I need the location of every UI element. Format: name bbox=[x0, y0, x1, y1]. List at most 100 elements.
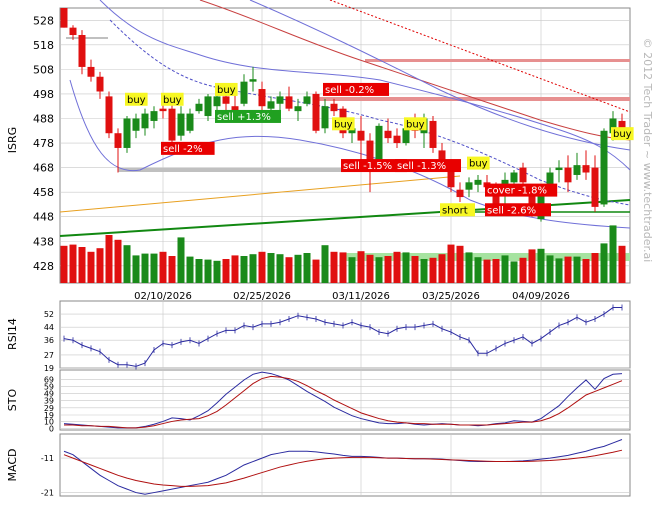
volume-bar bbox=[384, 256, 392, 283]
price-tick-label: 528 bbox=[33, 14, 54, 27]
volume-bar bbox=[249, 254, 257, 283]
volume-bar bbox=[429, 257, 437, 283]
volume-bar bbox=[105, 235, 113, 283]
candle-body bbox=[447, 167, 455, 188]
rsi-tick-label: 27 bbox=[44, 351, 54, 360]
volume-bar bbox=[483, 259, 491, 283]
sto-tick-label: 0 bbox=[49, 425, 54, 434]
moving-average-dashed bbox=[109, 19, 631, 206]
candle-body bbox=[177, 113, 185, 136]
buy-signal-box bbox=[215, 82, 238, 96]
candle-body bbox=[384, 130, 392, 139]
buy-signal-label: buy bbox=[217, 85, 236, 96]
candle-body bbox=[582, 165, 590, 173]
volume-bar bbox=[474, 257, 482, 283]
candle-body bbox=[402, 128, 410, 144]
price-tick-label: 518 bbox=[33, 39, 54, 52]
sell-signal-box bbox=[323, 82, 389, 96]
x-tick-label: 03/25/2026 bbox=[422, 291, 480, 302]
resistance-band-497 bbox=[318, 97, 630, 101]
gray-level-line bbox=[118, 168, 448, 172]
candle-body bbox=[456, 189, 464, 198]
buy-signal-box bbox=[404, 117, 427, 131]
sto-tick-label: 69 bbox=[44, 375, 54, 384]
sto-tick-label: 29 bbox=[44, 404, 54, 413]
volume-bar bbox=[447, 244, 455, 283]
volume-bar bbox=[294, 254, 302, 283]
candle-body bbox=[357, 130, 365, 141]
volume-bar bbox=[600, 243, 608, 283]
candle-body bbox=[249, 79, 257, 82]
volume-bar bbox=[231, 255, 239, 283]
buy-signal-label: buy bbox=[334, 119, 353, 130]
sell-signal-label: sell -1.5% bbox=[343, 161, 392, 172]
volume-bar bbox=[141, 253, 149, 283]
macd-tick-label: -21 bbox=[41, 489, 54, 498]
candle-body bbox=[114, 133, 122, 148]
macd-panel-frame bbox=[59, 433, 631, 497]
rsi-tick-label: 52 bbox=[44, 310, 54, 319]
macd-series-line bbox=[63, 439, 623, 495]
volume-bar bbox=[87, 251, 95, 283]
volume-bar bbox=[438, 254, 446, 283]
candle-body bbox=[591, 167, 599, 207]
sell-signal-label: cover -1.8% bbox=[487, 186, 547, 197]
candle-body bbox=[510, 172, 518, 183]
volume-bar bbox=[159, 251, 167, 283]
candle-body bbox=[519, 167, 527, 183]
candle-body bbox=[465, 182, 473, 190]
resistance-band-512 bbox=[365, 59, 630, 62]
candle-body bbox=[564, 167, 572, 183]
x-tick-label: 02/10/2026 bbox=[134, 291, 192, 302]
x-axis-ticks: 02/10/2026 02/25/2026 03/11/2026 03/25/2026… bbox=[134, 291, 570, 302]
candle-body bbox=[78, 35, 86, 67]
candle-body bbox=[474, 179, 482, 185]
candle-body bbox=[96, 76, 104, 92]
volume-bar bbox=[267, 253, 275, 283]
rsi-tick-label: 19 bbox=[44, 364, 54, 373]
volume-bar bbox=[582, 259, 590, 283]
candle-body bbox=[213, 96, 221, 107]
sto-panel-frame bbox=[59, 369, 631, 431]
candle-body bbox=[105, 96, 113, 134]
volume-bar bbox=[321, 245, 329, 283]
volume-bar bbox=[276, 254, 284, 283]
sell-signal-box bbox=[341, 159, 407, 173]
trendline-red-dotted bbox=[329, 0, 631, 113]
candle-body bbox=[150, 111, 158, 121]
volume-bar bbox=[339, 252, 347, 283]
candle-body bbox=[321, 106, 329, 129]
candle-body bbox=[258, 89, 266, 107]
candle-body bbox=[492, 189, 500, 207]
candle-body bbox=[222, 96, 230, 104]
volume-bar bbox=[204, 259, 212, 283]
volume-bar bbox=[402, 252, 410, 283]
rsi-tick-label: 36 bbox=[44, 336, 54, 345]
candle-body bbox=[132, 118, 140, 131]
candle-body bbox=[168, 108, 176, 141]
buy-signal-label: buy bbox=[127, 95, 146, 106]
candle-body bbox=[546, 172, 554, 188]
moving-average-blue-long bbox=[249, 0, 631, 151]
price-tick-label: 438 bbox=[33, 235, 54, 248]
moving-average-red bbox=[199, 0, 631, 141]
trendline-orange bbox=[59, 175, 461, 213]
sell-signal-label: sell -2.6% bbox=[487, 205, 536, 216]
buy-signal-box bbox=[161, 92, 184, 106]
price-tick-label: 508 bbox=[33, 63, 54, 76]
rsi-panel-label: RSI14 bbox=[6, 318, 19, 350]
volume-bar bbox=[168, 256, 176, 283]
macd-series-line bbox=[63, 449, 623, 487]
volume-bar bbox=[150, 253, 158, 283]
trade-signals: buy sell -2% buy buy sell +1.3% sell -0.2% buy… bbox=[125, 82, 634, 217]
volume-bar bbox=[330, 251, 338, 283]
candle-body bbox=[294, 106, 302, 112]
x-tick-label: 04/09/2026 bbox=[512, 291, 570, 302]
buy-signal-label: buy bbox=[469, 159, 488, 170]
volume-support-band bbox=[340, 253, 630, 261]
volume-bar bbox=[123, 245, 131, 283]
candle-body bbox=[267, 101, 275, 109]
price-panel-label: ISRG bbox=[6, 127, 19, 153]
buy-signal-box bbox=[611, 127, 634, 141]
